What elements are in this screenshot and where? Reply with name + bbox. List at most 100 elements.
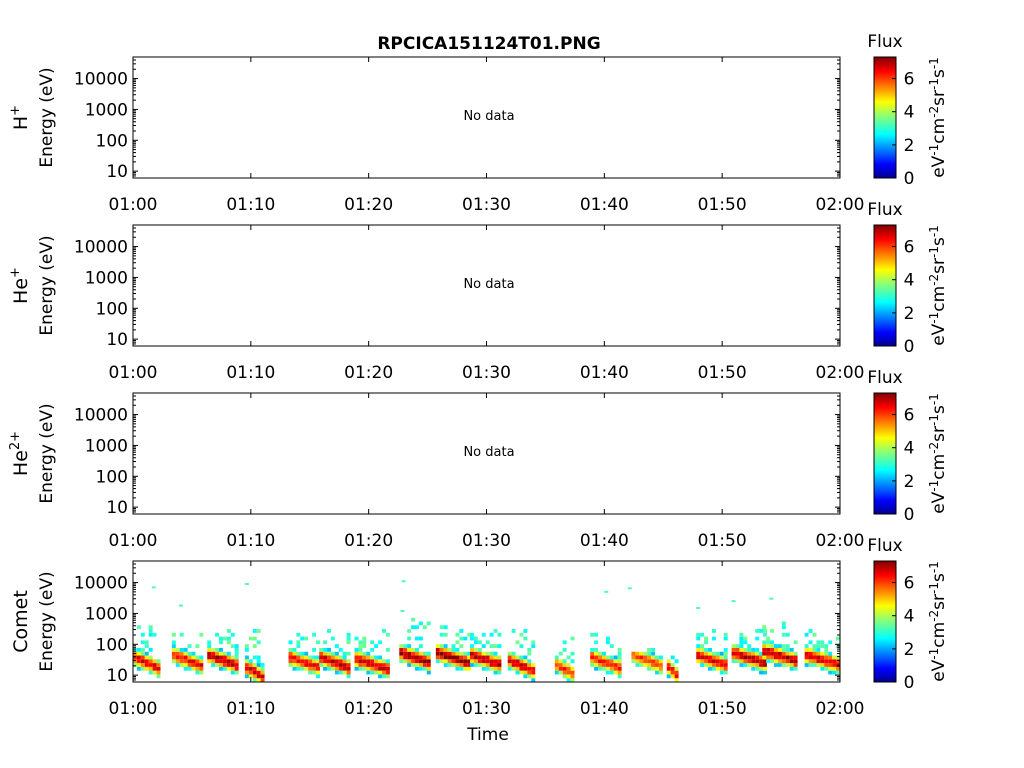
y-axis-unit-label: Energy (eV) [37, 67, 57, 167]
heatmap-cell [828, 640, 833, 645]
heatmap-cell [477, 651, 482, 656]
heatmap-cell [766, 655, 771, 660]
heatmap-cell [426, 670, 431, 675]
heatmap-cell [497, 666, 502, 671]
heatmap-cell [191, 659, 196, 664]
heatmap-cell [816, 647, 821, 652]
heatmap-cell [136, 666, 141, 671]
heatmap-cell [527, 674, 532, 679]
heatmap-cell [759, 666, 764, 671]
heatmap-cell [497, 663, 502, 667]
heatmap-cell [481, 663, 486, 667]
heatmap-cell [777, 647, 782, 652]
heatmap-cell [308, 663, 313, 667]
heatmap-cell [354, 655, 359, 660]
heatmap-cell [763, 659, 767, 664]
colorbar-unit-base: eV [929, 155, 949, 177]
heatmap-cell [804, 632, 809, 637]
heatmap-cell [418, 636, 423, 641]
heatmap-cell [403, 655, 408, 660]
heatmap-cell [747, 651, 752, 656]
heatmap-cell [700, 659, 705, 664]
heatmap-cell [230, 632, 235, 637]
heatmap-cell [635, 659, 640, 664]
heatmap-cell [570, 678, 575, 682]
heatmap-cell [133, 655, 137, 660]
heatmap-cell [195, 659, 200, 664]
heatmap-cell [226, 651, 231, 656]
heatmap-cell [481, 655, 486, 660]
heatmap-cell [715, 651, 720, 656]
heatmap-cell [463, 659, 468, 664]
heatmap-cell [312, 670, 317, 675]
y-tick-label: 1000 [85, 268, 128, 288]
heatmap-cell [774, 651, 778, 656]
heatmap-cell [781, 663, 786, 667]
heatmap-cell [735, 647, 740, 652]
heatmap-cell [635, 655, 640, 660]
heatmap-cell [812, 644, 817, 648]
heatmap-cell [244, 670, 249, 675]
heatmap-cell [183, 655, 188, 660]
heatmap-cell [743, 655, 748, 660]
heatmap-cell [327, 651, 331, 656]
heatmap-cell [747, 663, 752, 667]
heatmap-cell [832, 659, 837, 664]
heatmap-cell [519, 663, 524, 667]
heatmap-cell [594, 666, 599, 671]
heatmap-cell [674, 666, 679, 671]
heatmap-cell [789, 647, 794, 652]
heatmap-cell [696, 659, 701, 664]
heatmap-cell [566, 670, 571, 675]
heatmap-cell [342, 659, 347, 664]
colorbar-unit-exponent: -2 [927, 106, 941, 118]
heatmap-cell [605, 666, 610, 671]
heatmap-cell [415, 659, 419, 664]
heatmap-cell [470, 647, 474, 652]
colorbar-unit-base: cm [929, 454, 949, 480]
heatmap-cell [743, 640, 748, 645]
heatmap-cell [399, 651, 404, 656]
heatmap-cell [358, 659, 363, 664]
heatmap-cell [774, 644, 778, 648]
heatmap-cell [219, 640, 223, 645]
heatmap-cell [179, 632, 184, 637]
heatmap-cell [467, 666, 472, 671]
heatmap-cell [647, 659, 652, 664]
heatmap-cell [601, 655, 606, 660]
heatmap-cell [511, 663, 516, 667]
heatmap-cell [327, 659, 331, 664]
heatmap-cell [342, 666, 347, 671]
heatmap-cell [781, 647, 786, 652]
heatmap-cell [362, 644, 367, 648]
heatmap-cell [346, 666, 351, 671]
heatmap-cell [598, 666, 602, 671]
heatmap-cell [346, 670, 351, 675]
heatmap-cell [187, 644, 192, 648]
heatmap-cell [774, 655, 778, 660]
heatmap-cell [144, 644, 149, 648]
heatmap-cell [755, 629, 760, 633]
heatmap-cell [700, 647, 705, 652]
heatmap-cell [140, 666, 145, 671]
heatmap-cell [666, 666, 671, 671]
heatmap-cell [836, 666, 840, 671]
heatmap-cell [747, 644, 752, 648]
colorbar-unit-exponent: -1 [927, 312, 941, 324]
heatmap-cell [715, 659, 720, 664]
heatmap-cell [327, 663, 331, 667]
heatmap-cell [234, 666, 239, 671]
heatmap-cell [507, 655, 512, 660]
heatmap-cell [319, 647, 324, 652]
heatmap-cell [366, 655, 371, 660]
heatmap-cell [708, 655, 712, 660]
heatmap-cell [443, 651, 448, 656]
heatmap-cell [507, 659, 512, 664]
heatmap-cell [342, 670, 347, 675]
heatmap-cell [816, 655, 821, 660]
heatmap-cell [755, 663, 760, 667]
heatmap-cell [473, 663, 478, 667]
heatmap-cell [609, 655, 614, 660]
heatmap-cell [658, 659, 663, 664]
heatmap-cell [601, 651, 606, 656]
